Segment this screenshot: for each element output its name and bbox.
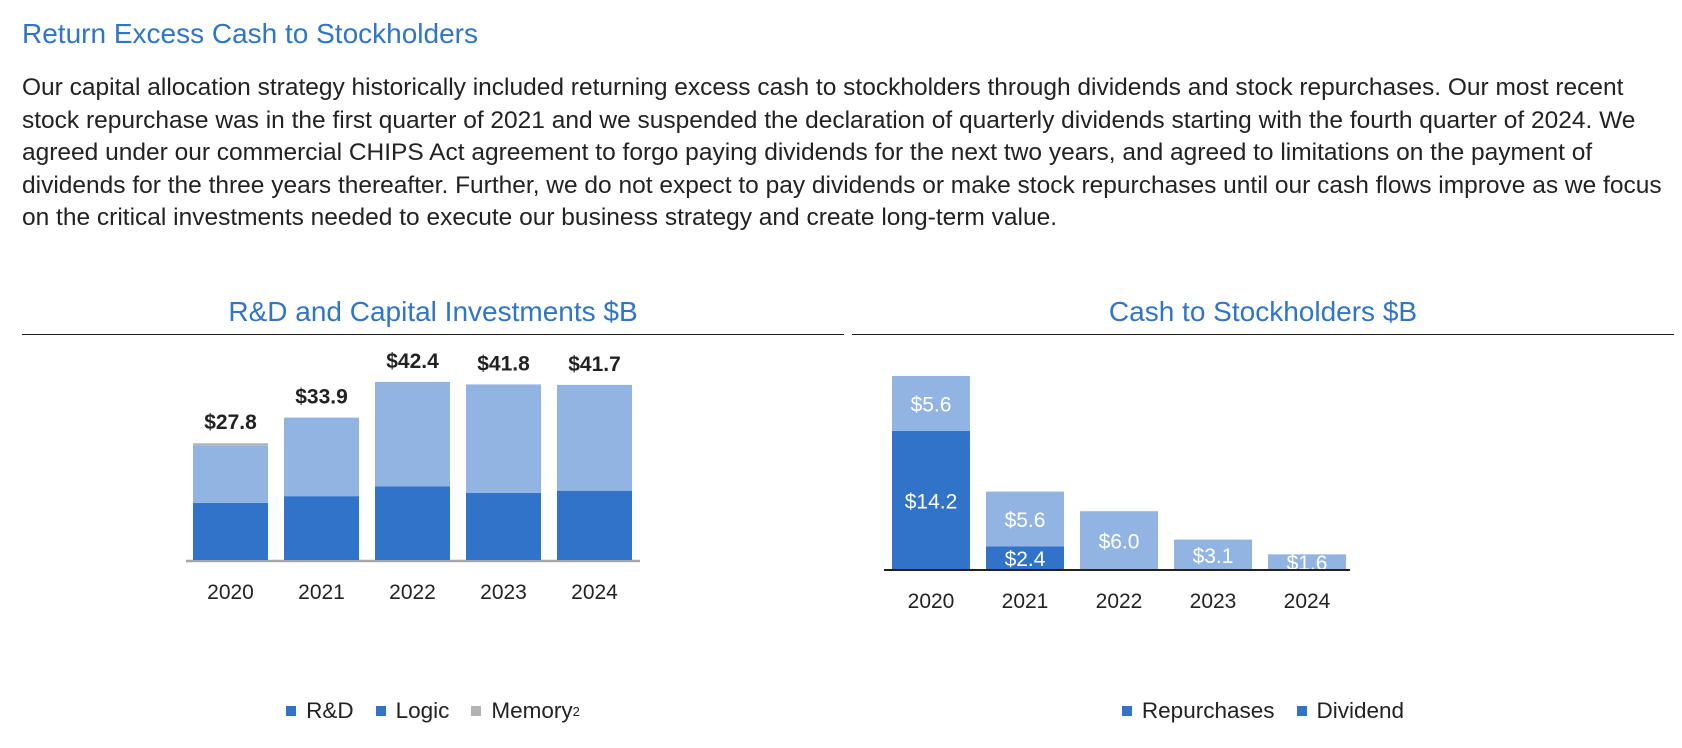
total-label: $41.8 [477,352,530,375]
x-tick-label: 2022 [389,581,436,604]
data-label: $5.6 [1005,509,1046,532]
x-tick-label: 2024 [1284,590,1331,613]
bar-r-d [284,496,359,560]
legend-item-rd: R&D [286,698,354,724]
legend-swatch [471,706,482,716]
bar-dividend [1174,539,1252,570]
legend-swatch [1121,706,1132,716]
chart-title: R&D and Capital Investments $B [228,296,638,327]
bar-logic [375,381,450,487]
x-tick-label: 2023 [480,581,527,604]
chart-plot: $14.2 $5.6 2020 $2.4 $5.6 2021 $6.0 2022 $3.1 202… [884,375,1350,613]
bar-repurchases [892,430,970,570]
legend-item-memory: Memory 2 [471,698,580,724]
legend: R&D Logic Memory 2 [22,698,844,724]
data-label: $6.0 [1099,531,1140,554]
data-label: $1.6 [1287,552,1328,575]
cash-stockholders-chart: Cash to Stockholders $B $14.2 $5.6 2020 $2.… [852,296,1674,748]
legend-item-repurchases: Repurchases [1121,698,1275,724]
legend-label: Logic [395,698,450,723]
chart-plot: $27.8 2020 $33.9 2021 $42.4 2022 $41.8 2023 $41.… [186,350,640,604]
legend-item-logic: Logic [375,698,450,724]
bar-memory [193,443,268,446]
bar-repurchases [986,546,1064,570]
bar-logic [557,384,632,491]
bar-r-d [375,486,450,560]
x-tick-label: 2020 [908,590,955,613]
total-label: $41.7 [568,353,621,376]
bar-r-d [557,490,632,560]
data-label: $3.1 [1193,545,1234,568]
x-tick-label: 2020 [207,581,254,604]
legend-label: Repurchases [1141,698,1275,723]
bar-logic [193,445,268,503]
legend: Repurchases Dividend [852,698,1674,724]
legend-swatch [1296,706,1307,716]
chart-title: Cash to Stockholders $B [1108,296,1418,327]
bar-dividend [892,375,970,431]
bar-logic [466,384,541,493]
legend-label: Dividend [1316,698,1405,723]
bar-dividend [1268,554,1346,570]
total-label: $42.4 [386,350,439,373]
footnote-marker: 2 [572,703,580,719]
data-label: $14.2 [905,490,958,513]
data-label: $2.4 [1005,548,1046,571]
legend-item-dividend: Dividend [1296,698,1405,724]
x-tick-label: 2021 [1002,590,1049,613]
x-tick-label: 2024 [571,581,618,604]
bar-r-d [466,492,541,560]
total-label: $33.9 [295,386,348,409]
bar-logic [284,417,359,497]
title-rule [852,334,1674,335]
bar-r-d [193,502,268,560]
x-tick-label: 2021 [298,581,345,604]
legend-label: R&D [306,698,354,723]
section-title: Return Excess Cash to Stockholders [22,18,478,49]
x-tick-label: 2023 [1190,590,1237,613]
bar-dividend [1080,511,1158,570]
body-paragraph: Our capital allocation strategy historic… [22,74,1662,231]
legend-label: Memory [491,698,573,723]
data-label: $5.6 [911,393,952,416]
rd-capital-chart: R&D and Capital Investments $B $27.8 2020… [22,296,844,748]
legend-swatch [286,706,297,716]
x-tick-label: 2022 [1096,590,1143,613]
title-rule [22,334,844,335]
bar-dividend [986,491,1064,547]
legend-swatch [375,706,386,716]
total-label: $27.8 [204,411,257,434]
